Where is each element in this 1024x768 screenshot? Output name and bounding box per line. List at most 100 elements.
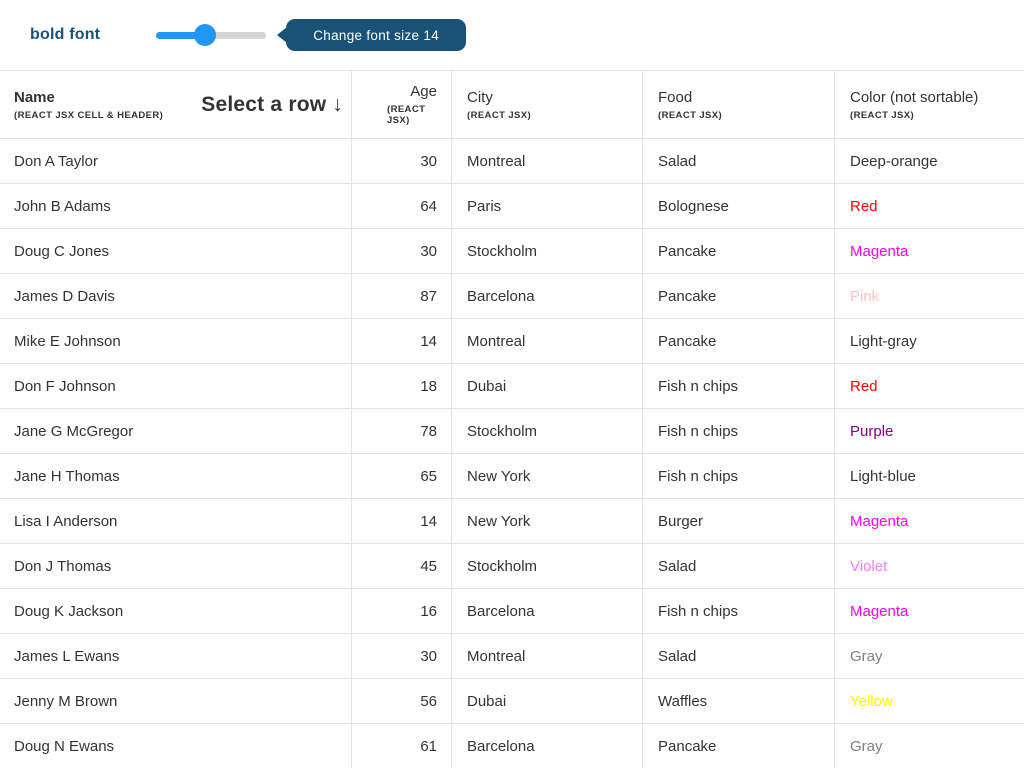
slider-thumb[interactable] <box>193 24 216 46</box>
column-header-color: Color (not sortable) (REACT JSX) <box>835 71 1024 138</box>
table-row[interactable]: Don F Johnson 18 Dubai Fish n chips Red <box>0 364 1024 409</box>
cell-city: Montreal <box>452 319 643 363</box>
column-header-city[interactable]: City (REACT JSX) <box>452 71 643 138</box>
color-column-subtitle: (REACT JSX) <box>850 109 915 121</box>
cell-food: Pancake <box>643 274 835 318</box>
table-row[interactable]: Don A Taylor 30 Montreal Salad Deep-oran… <box>0 139 1024 184</box>
cell-name: Lisa I Anderson <box>0 499 352 543</box>
cell-food: Pancake <box>643 319 835 363</box>
cell-name: Doug C Jones <box>0 229 352 273</box>
table-row[interactable]: Jenny M Brown 56 Dubai Waffles Yellow <box>0 679 1024 724</box>
cell-food: Pancake <box>643 229 835 273</box>
table-row[interactable]: Doug K Jackson 16 Barcelona Fish n chips… <box>0 589 1024 634</box>
bold-font-label: bold font <box>30 26 101 43</box>
cell-color: Violet <box>850 557 888 575</box>
cell-age: 65 <box>352 454 452 498</box>
cell-food: Salad <box>643 634 835 678</box>
data-table: Name (REACT JSX CELL & HEADER) Select a … <box>0 70 1024 768</box>
cell-food: Salad <box>643 139 835 183</box>
name-header-text: Name (REACT JSX CELL & HEADER) <box>14 89 163 121</box>
change-font-size-label: Change font size 14 <box>313 27 440 43</box>
cell-name: Doug N Ewans <box>0 724 352 768</box>
cell-age: 30 <box>352 634 452 678</box>
cell-age: 14 <box>352 319 452 363</box>
table-header-row: Name (REACT JSX CELL & HEADER) Select a … <box>0 70 1024 139</box>
cell-city: Stockholm <box>452 229 643 273</box>
table-row[interactable]: Mike E Johnson 14 Montreal Pancake Light… <box>0 319 1024 364</box>
change-font-size-button[interactable]: Change font size 14 <box>277 19 467 51</box>
cell-age: 16 <box>352 589 452 633</box>
column-header-age[interactable]: Age (REACT JSX) <box>352 71 452 138</box>
select-a-row-hint: Select a row ↓ <box>201 92 343 116</box>
name-column-subtitle: (REACT JSX CELL & HEADER) <box>14 109 164 121</box>
cell-name: John B Adams <box>0 184 352 228</box>
column-header-name[interactable]: Name (REACT JSX CELL & HEADER) Select a … <box>0 71 352 138</box>
table-row[interactable]: Jane H Thomas 65 New York Fish n chips L… <box>0 454 1024 499</box>
cell-color: Magenta <box>850 242 909 260</box>
cell-city: New York <box>452 499 643 543</box>
cell-name: Jenny M Brown <box>0 679 352 723</box>
cell-food: Fish n chips <box>643 454 835 498</box>
table-row[interactable]: Doug C Jones 30 Stockholm Pancake Magent… <box>0 229 1024 274</box>
cell-age: 30 <box>352 139 452 183</box>
cell-city: Dubai <box>452 679 643 723</box>
cell-city: Barcelona <box>452 274 643 318</box>
cell-city: Paris <box>452 184 643 228</box>
cell-color: Gray <box>850 737 883 755</box>
cell-food: Bolognese <box>643 184 835 228</box>
food-column-title: Food <box>658 88 693 106</box>
cell-color: Yellow <box>850 692 893 710</box>
cell-age: 56 <box>352 679 452 723</box>
cell-food: Waffles <box>643 679 835 723</box>
font-size-slider[interactable] <box>156 24 267 46</box>
table-row[interactable]: Don J Thomas 45 Stockholm Salad Violet <box>0 544 1024 589</box>
cell-name: Jane G McGregor <box>0 409 352 453</box>
table-row[interactable]: John B Adams 64 Paris Bolognese Red <box>0 184 1024 229</box>
age-column-title: Age <box>410 83 437 100</box>
table-body: Don A Taylor 30 Montreal Salad Deep-oran… <box>0 139 1024 768</box>
cell-name: Don F Johnson <box>0 364 352 408</box>
cell-name: Mike E Johnson <box>0 319 352 363</box>
cell-age: 87 <box>352 274 452 318</box>
cell-name: Doug K Jackson <box>0 589 352 633</box>
toolbar: bold font Change font size 14 <box>0 0 1024 70</box>
cell-city: Dubai <box>452 364 643 408</box>
callout-arrow-icon <box>277 27 288 43</box>
table-row[interactable]: James L Ewans 30 Montreal Salad Gray <box>0 634 1024 679</box>
city-column-subtitle: (REACT JSX) <box>467 109 532 121</box>
cell-name: Don J Thomas <box>0 544 352 588</box>
cell-color: Red <box>850 197 878 215</box>
cell-color: Magenta <box>850 512 909 530</box>
cell-food: Fish n chips <box>643 364 835 408</box>
cell-name: Don A Taylor <box>0 139 352 183</box>
cell-city: Barcelona <box>452 589 643 633</box>
cell-name: Jane H Thomas <box>0 454 352 498</box>
cell-color: Light-blue <box>850 467 916 485</box>
cell-food: Fish n chips <box>643 589 835 633</box>
cell-city: New York <box>452 454 643 498</box>
cell-city: Stockholm <box>452 544 643 588</box>
cell-age: 45 <box>352 544 452 588</box>
cell-name: James D Davis <box>0 274 352 318</box>
cell-name: James L Ewans <box>0 634 352 678</box>
name-column-title: Name <box>14 88 55 106</box>
food-column-subtitle: (REACT JSX) <box>658 109 723 121</box>
cell-age: 14 <box>352 499 452 543</box>
cell-color: Gray <box>850 647 883 665</box>
age-column-subtitle: (REACT JSX) <box>387 104 426 126</box>
table-row[interactable]: Jane G McGregor 78 Stockholm Fish n chip… <box>0 409 1024 454</box>
cell-color: Light-gray <box>850 332 917 350</box>
table-row[interactable]: James D Davis 87 Barcelona Pancake Pink <box>0 274 1024 319</box>
cell-city: Montreal <box>452 139 643 183</box>
cell-color: Purple <box>850 422 894 440</box>
column-header-food[interactable]: Food (REACT JSX) <box>643 71 835 138</box>
cell-age: 61 <box>352 724 452 768</box>
cell-age: 78 <box>352 409 452 453</box>
cell-food: Fish n chips <box>643 409 835 453</box>
cell-city: Stockholm <box>452 409 643 453</box>
table-row[interactable]: Doug N Ewans 61 Barcelona Pancake Gray <box>0 724 1024 768</box>
cell-food: Burger <box>643 499 835 543</box>
cell-color: Pink <box>850 287 880 305</box>
table-row[interactable]: Lisa I Anderson 14 New York Burger Magen… <box>0 499 1024 544</box>
slider-fill <box>156 32 205 39</box>
